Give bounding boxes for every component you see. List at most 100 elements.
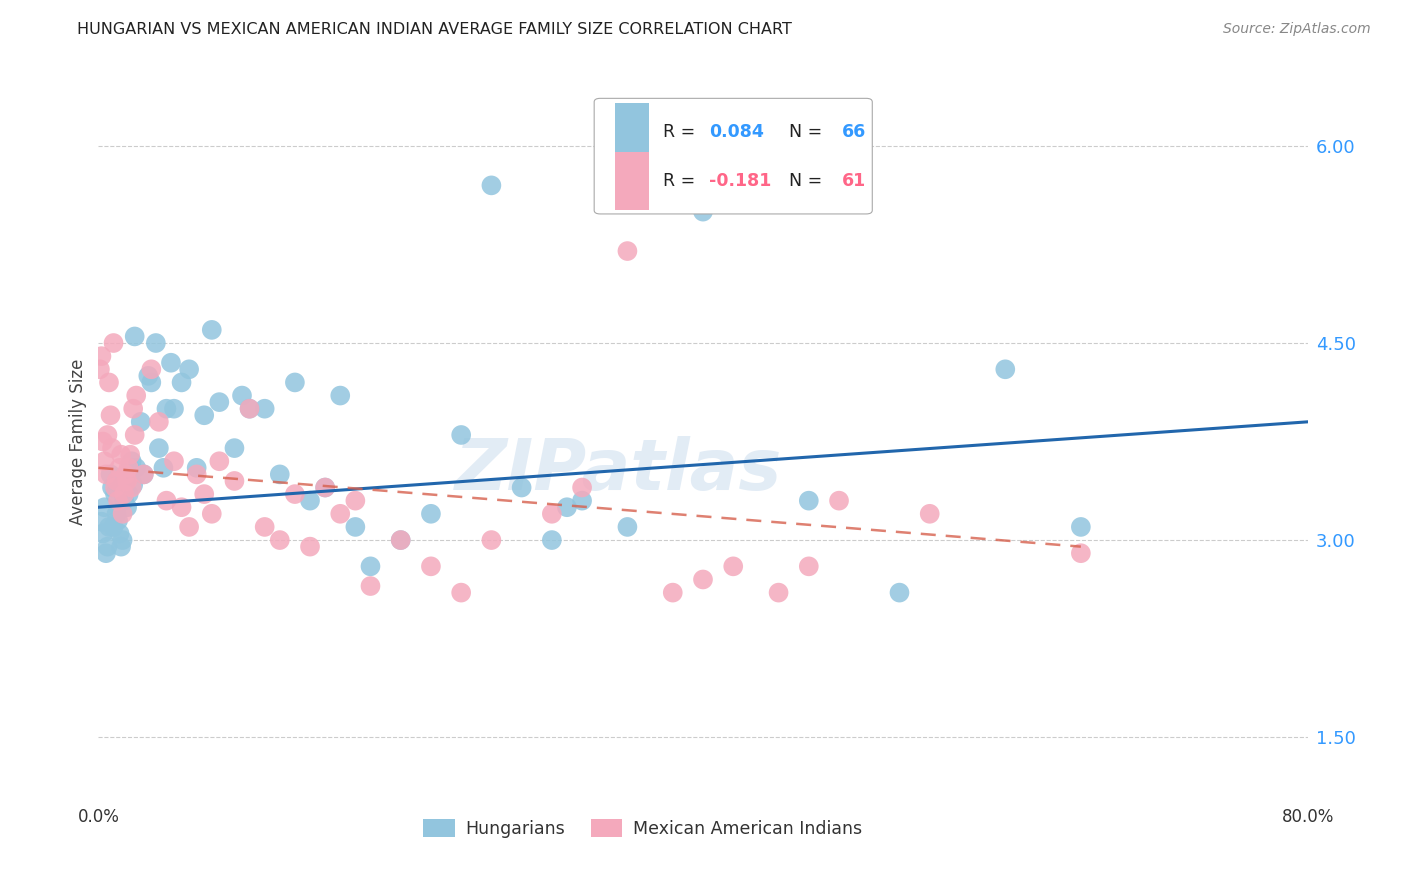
Point bbox=[105, 474, 128, 488]
Point bbox=[481, 178, 503, 193]
Point bbox=[90, 349, 112, 363]
Point bbox=[110, 448, 132, 462]
Point bbox=[108, 526, 131, 541]
Text: Source: ZipAtlas.com: Source: ZipAtlas.com bbox=[1223, 22, 1371, 37]
Point bbox=[918, 507, 941, 521]
Point bbox=[121, 454, 143, 468]
Text: N =: N = bbox=[778, 123, 828, 141]
Point bbox=[132, 467, 155, 482]
Point bbox=[108, 460, 131, 475]
Point bbox=[104, 481, 127, 495]
Point bbox=[186, 467, 208, 482]
Point bbox=[91, 434, 114, 449]
Point bbox=[98, 520, 121, 534]
Point bbox=[723, 559, 745, 574]
Point bbox=[692, 573, 714, 587]
Point bbox=[768, 585, 790, 599]
Point bbox=[208, 454, 231, 468]
Point bbox=[284, 487, 307, 501]
Point bbox=[201, 323, 224, 337]
Point bbox=[571, 493, 593, 508]
Text: 61: 61 bbox=[842, 172, 866, 190]
Point bbox=[193, 487, 215, 501]
Point bbox=[145, 336, 167, 351]
Point bbox=[661, 585, 683, 599]
Point bbox=[103, 520, 125, 534]
Point bbox=[389, 533, 412, 547]
Point bbox=[155, 401, 177, 416]
Point bbox=[170, 376, 193, 390]
Point bbox=[797, 493, 820, 508]
Text: ZIPatlas: ZIPatlas bbox=[454, 436, 782, 505]
Point bbox=[93, 500, 115, 515]
Point bbox=[107, 493, 129, 508]
Point bbox=[148, 415, 170, 429]
Point bbox=[344, 493, 367, 508]
Point bbox=[224, 474, 246, 488]
Point bbox=[314, 481, 336, 495]
Point bbox=[141, 376, 163, 390]
Text: N =: N = bbox=[778, 172, 828, 190]
Point bbox=[125, 388, 148, 402]
Point bbox=[118, 460, 141, 475]
Point bbox=[112, 487, 135, 501]
Point bbox=[115, 500, 138, 515]
Point bbox=[299, 493, 322, 508]
Point bbox=[253, 520, 276, 534]
Point bbox=[450, 585, 472, 599]
Point bbox=[510, 481, 533, 495]
Y-axis label: Average Family Size: Average Family Size bbox=[69, 359, 87, 524]
Point bbox=[201, 507, 224, 521]
Point bbox=[96, 428, 118, 442]
Point bbox=[93, 454, 115, 468]
Point bbox=[105, 507, 128, 521]
Point bbox=[360, 579, 382, 593]
Point bbox=[329, 507, 352, 521]
Point bbox=[155, 493, 177, 508]
Point bbox=[122, 401, 145, 416]
Point bbox=[1070, 546, 1092, 560]
Point bbox=[152, 460, 174, 475]
Point bbox=[616, 244, 638, 258]
Bar bbox=[614, 153, 648, 210]
Point bbox=[889, 585, 911, 599]
Point bbox=[98, 376, 121, 390]
Point bbox=[284, 376, 307, 390]
Point bbox=[314, 481, 336, 495]
Point bbox=[1070, 520, 1092, 534]
Point bbox=[122, 478, 145, 492]
Point bbox=[224, 441, 246, 455]
Point bbox=[692, 204, 714, 219]
Point bbox=[120, 460, 142, 475]
Point bbox=[129, 415, 152, 429]
Point bbox=[208, 395, 231, 409]
Point bbox=[163, 401, 186, 416]
Point bbox=[94, 546, 117, 560]
Point bbox=[118, 487, 141, 501]
Point bbox=[239, 401, 262, 416]
Point bbox=[148, 441, 170, 455]
Point bbox=[269, 533, 291, 547]
Point bbox=[344, 520, 367, 534]
Point bbox=[420, 559, 443, 574]
Point bbox=[100, 409, 122, 423]
Point bbox=[91, 526, 114, 541]
Point bbox=[420, 507, 443, 521]
Point bbox=[360, 559, 382, 574]
Point bbox=[450, 428, 472, 442]
Point bbox=[389, 533, 412, 547]
Point bbox=[571, 481, 593, 495]
Point bbox=[239, 401, 262, 416]
Point bbox=[231, 388, 253, 402]
Point bbox=[94, 467, 117, 482]
FancyBboxPatch shape bbox=[595, 98, 872, 214]
Text: R =: R = bbox=[664, 172, 700, 190]
Point bbox=[110, 540, 132, 554]
Point bbox=[797, 559, 820, 574]
Legend: Hungarians, Mexican American Indians: Hungarians, Mexican American Indians bbox=[416, 812, 869, 845]
Point bbox=[114, 467, 136, 482]
Point bbox=[107, 513, 129, 527]
Point bbox=[179, 362, 201, 376]
Point bbox=[481, 533, 503, 547]
Point bbox=[540, 507, 562, 521]
